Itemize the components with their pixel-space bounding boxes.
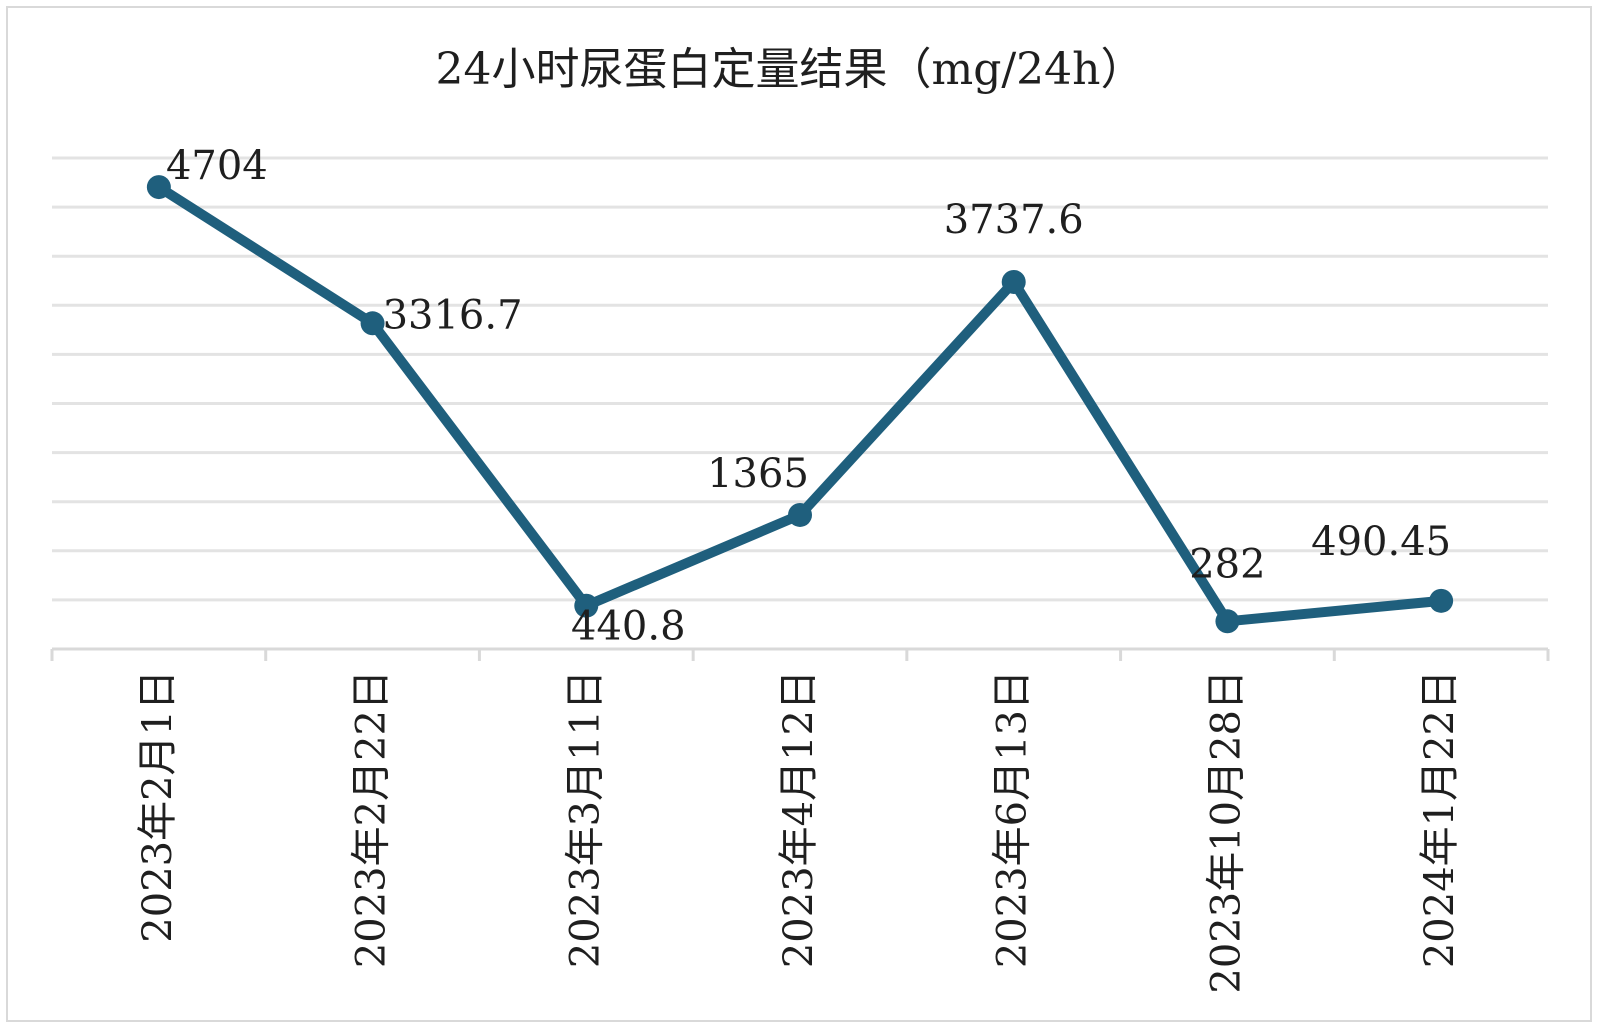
data-labels: 4704 3316.7 440.8 1365 3737.6 282 490.45 <box>166 143 1451 650</box>
x-tick-label: 2023年2月1日 <box>135 670 181 943</box>
x-axis <box>50 647 1550 661</box>
x-tick-labels: 2023年2月1日 2023年2月22日 2023年3月11日 2023年4月12日 2… <box>135 670 1463 994</box>
x-tick-label: 2023年2月22日 <box>349 670 395 968</box>
data-label: 1365 <box>707 451 809 497</box>
data-label: 3316.7 <box>383 292 523 338</box>
data-point <box>574 593 599 618</box>
data-point <box>1001 269 1026 294</box>
data-label: 3737.6 <box>944 197 1084 243</box>
gridlines <box>52 156 1548 602</box>
data-label: 4704 <box>166 143 268 189</box>
data-point <box>360 311 385 336</box>
data-label: 440.8 <box>571 604 686 650</box>
data-point <box>1215 609 1240 634</box>
x-tick-label: 2023年4月12日 <box>776 670 822 968</box>
x-tick-label: 2023年10月28日 <box>1203 670 1249 994</box>
x-tick-label: 2023年3月11日 <box>562 670 608 968</box>
data-label: 282 <box>1189 541 1265 587</box>
x-tick-label: 2024年1月22日 <box>1417 670 1463 968</box>
chart-title: 24小时尿蛋白定量结果（mg/24h） <box>435 44 1144 95</box>
data-label: 490.45 <box>1311 519 1451 565</box>
data-point <box>788 502 812 527</box>
data-point <box>1429 588 1454 613</box>
x-tick-label: 2023年6月13日 <box>990 670 1036 968</box>
data-point <box>146 175 171 200</box>
data-points <box>146 175 1454 634</box>
